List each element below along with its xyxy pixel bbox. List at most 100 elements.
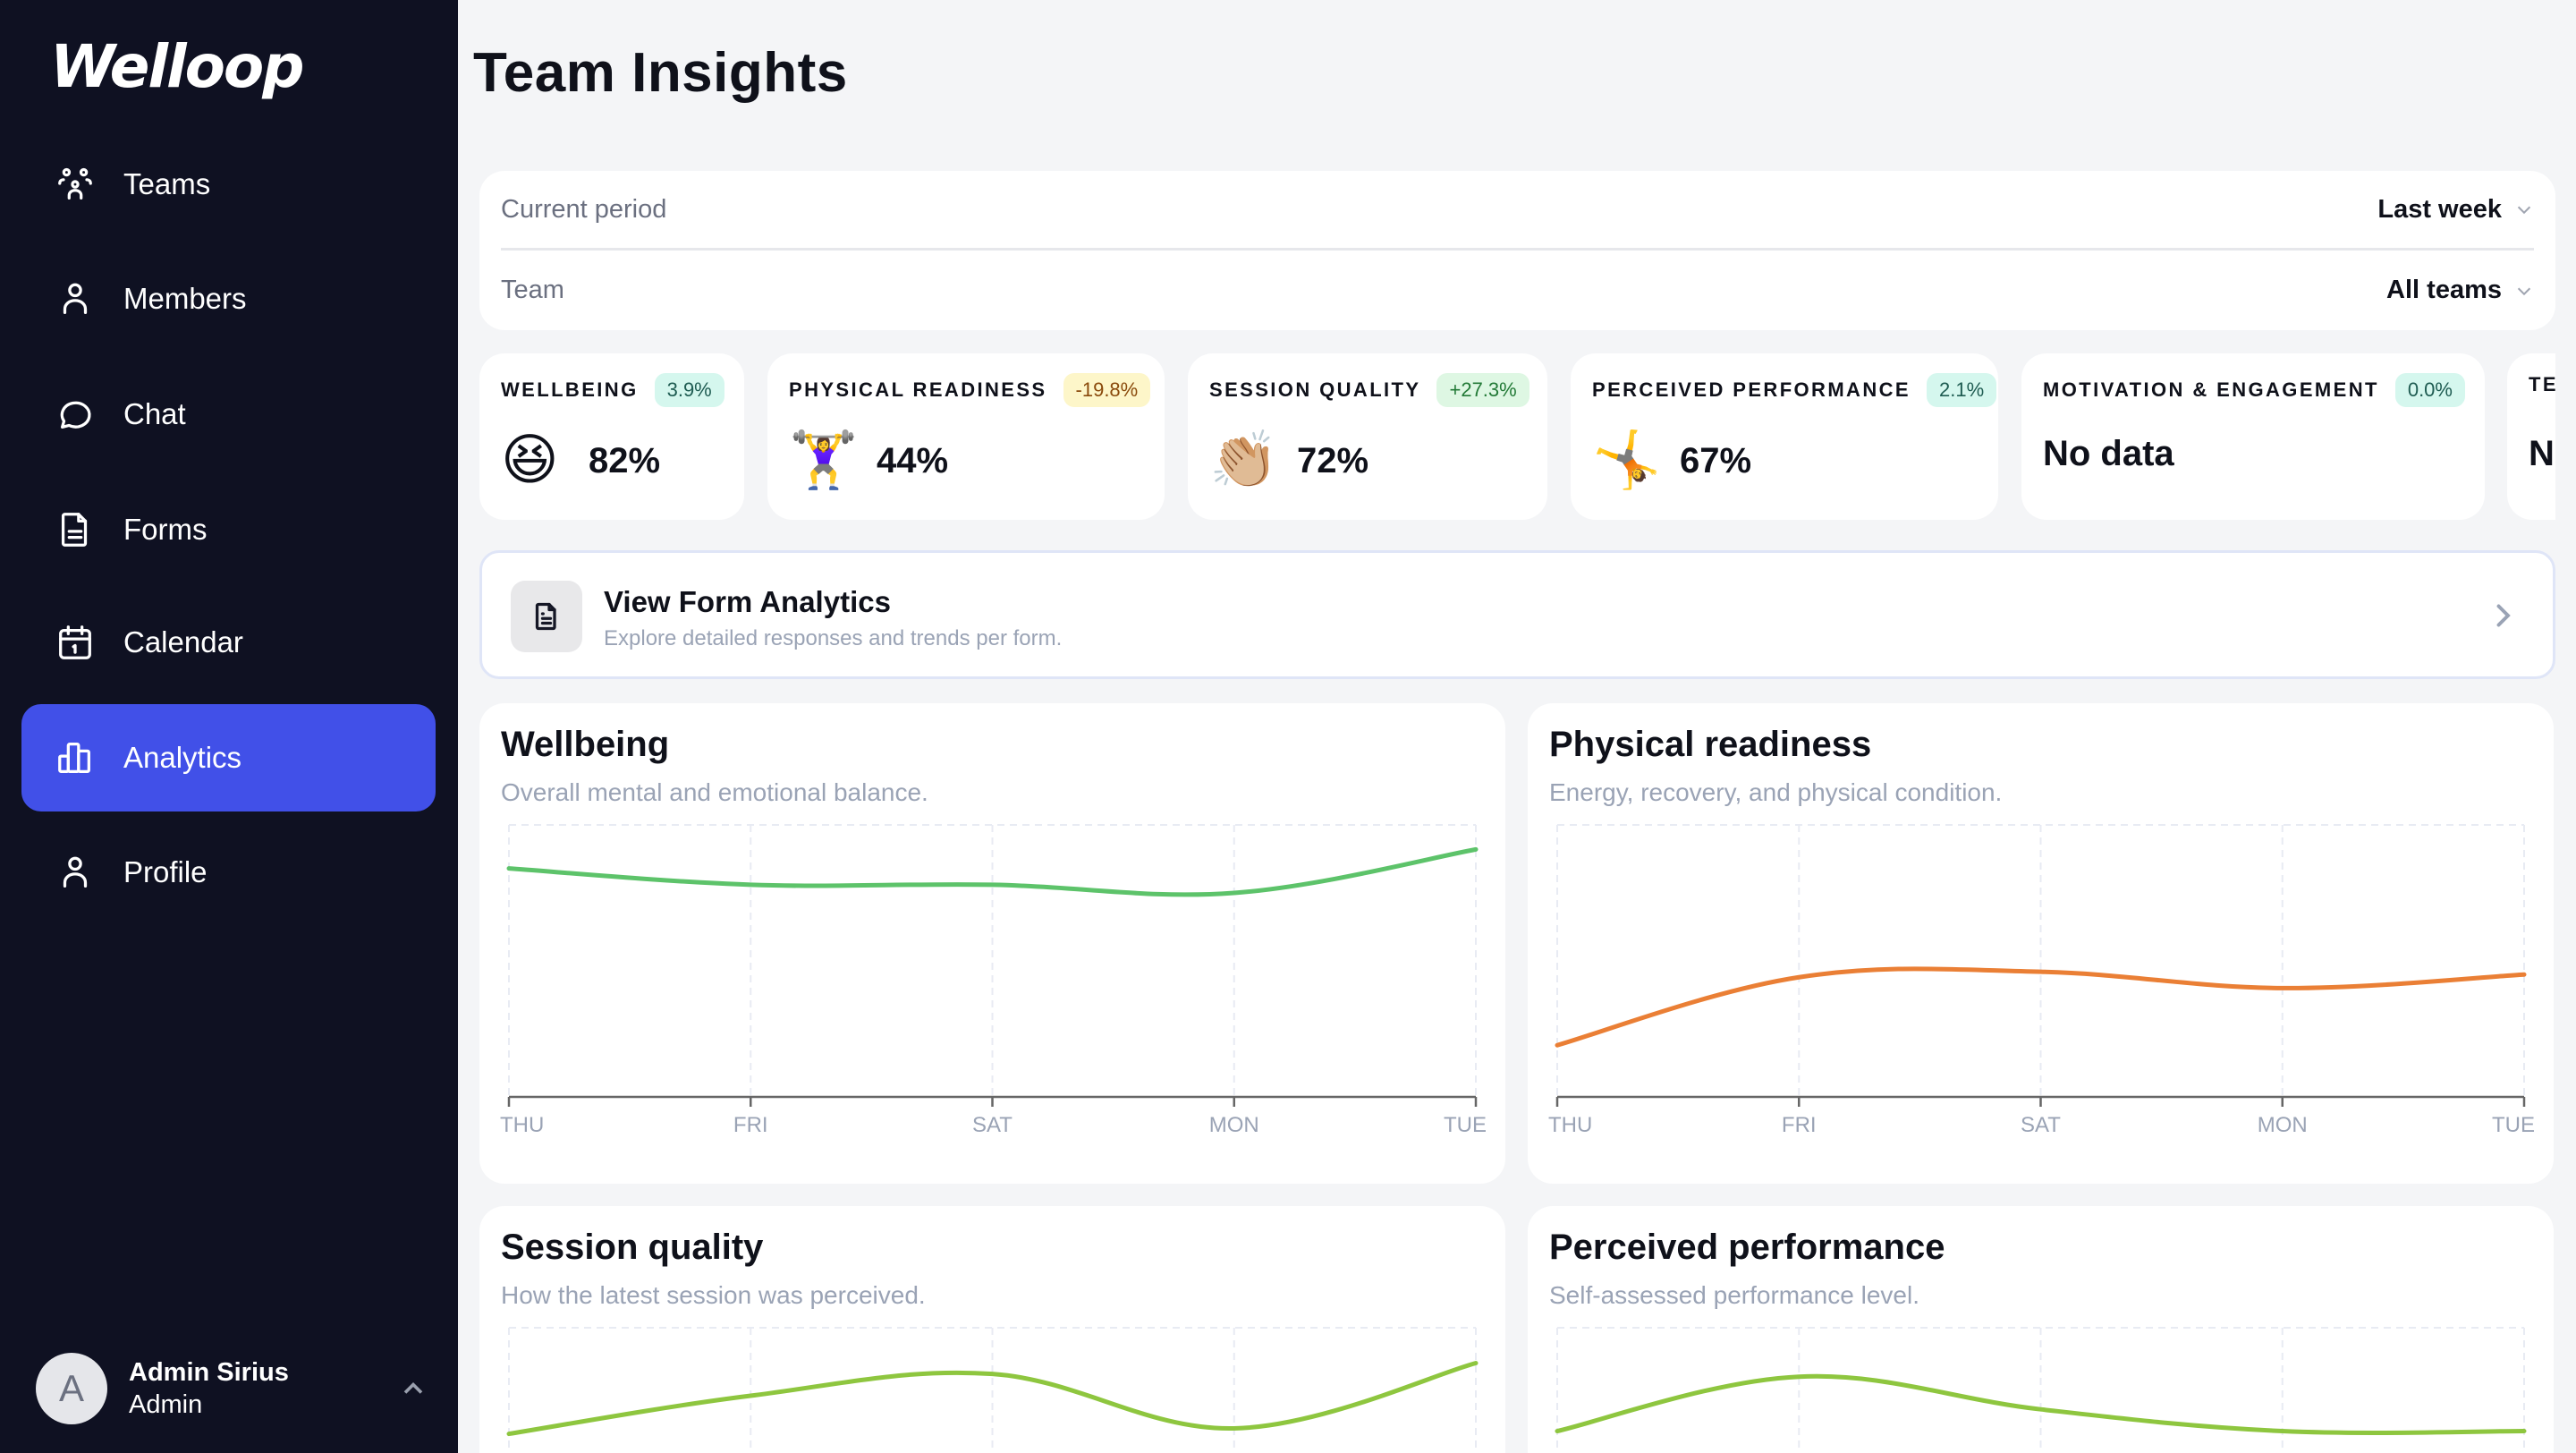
x-tick-label: FRI (733, 1113, 768, 1137)
x-tick-label: SAT (972, 1113, 1013, 1137)
kpi-card-session-quality[interactable]: SESSION QUALITY +27.3% 👏🏼 72% (1188, 353, 1547, 520)
view-form-analytics-link[interactable]: View Form Analytics Explore detailed res… (479, 550, 2555, 679)
kpi-value: No data (2043, 434, 2174, 473)
kpi-title: SESSION QUALITY (1209, 378, 1421, 401)
period-filter[interactable]: Current period Last week (501, 171, 2534, 251)
sidebar-item-label: Forms (123, 513, 208, 546)
team-filter-label: Team (501, 276, 564, 304)
period-filter-label: Current period (501, 194, 667, 224)
user-name: Admin Sirius (129, 1358, 289, 1387)
x-tick-label: THU (1548, 1113, 1592, 1137)
wellbeing-line-chart: THU FRI SAT MON TUE (500, 824, 1487, 1137)
kpi-change-badge: -19.8% (1063, 373, 1151, 407)
kpi-title: TE (2529, 373, 2555, 395)
x-tick-label: FRI (1782, 1113, 1817, 1137)
form-analytics-subtitle: Explore detailed responses and trends pe… (604, 626, 1063, 650)
chart-title: Wellbeing (501, 725, 670, 764)
sidebar-item-label: Profile (123, 855, 208, 888)
chart-card-physical-readiness: Physical readiness Energy, recovery, and… (1528, 703, 2554, 1184)
sidebar-item-label: Calendar (123, 625, 243, 659)
bar-chart-icon (54, 736, 97, 779)
kpi-change-badge: +27.3% (1436, 373, 1530, 407)
sidebar-item-calendar[interactable]: Calendar (21, 589, 436, 696)
kpi-title: PHYSICAL READINESS (789, 378, 1047, 401)
chat-bubble-icon (54, 393, 97, 436)
user-menu[interactable]: A Admin Sirius Admin (36, 1353, 429, 1424)
welloop-logo[interactable]: Welloop (50, 32, 305, 101)
team-select[interactable]: All teams (2386, 276, 2534, 305)
x-tick-label: MON (1209, 1113, 1259, 1137)
period-select[interactable]: Last week (2377, 195, 2534, 225)
chart-title: Physical readiness (1549, 725, 1872, 764)
form-analytics-title: View Form Analytics (604, 585, 891, 618)
x-tick-label: SAT (2021, 1113, 2061, 1137)
chevron-right-icon (2487, 599, 2519, 632)
chevron-down-icon (2517, 287, 2531, 295)
calendar-icon (54, 621, 97, 664)
kpi-value: 82% (589, 440, 661, 480)
chart-title: Session quality (501, 1228, 764, 1267)
x-tick-label: THU (500, 1113, 544, 1137)
team-select-value: All teams (2386, 276, 2502, 304)
kpi-card-motivation-engagement[interactable]: MOTIVATION & ENGAGEMENT 0.0% No data (2021, 353, 2485, 520)
period-select-value: Last week (2377, 194, 2502, 224)
team-filter[interactable]: Team All teams (501, 251, 2534, 330)
chart-subtitle: How the latest session was perceived. (501, 1281, 926, 1309)
document-icon (54, 508, 97, 551)
user-role: Admin (129, 1390, 203, 1419)
sidebar-item-chat[interactable]: Chat (21, 361, 436, 468)
kpi-change-badge: 2.1% (1927, 373, 1997, 407)
sidebar-item-forms[interactable]: Forms (21, 476, 436, 583)
x-tick-label: MON (2258, 1113, 2308, 1137)
physical-readiness-line-chart: THU FRI SAT MON TUE (1548, 824, 2535, 1137)
sidebar-item-label: Analytics (123, 741, 242, 774)
chart-subtitle: Self-assessed performance level. (1549, 1281, 1919, 1309)
kpi-card-truncated[interactable]: TE N (2507, 353, 2555, 520)
weightlifter-icon: 🏋️‍♀️ (789, 429, 859, 491)
chart-subtitle: Overall mental and emotional balance. (501, 778, 928, 806)
chart-card-session-quality: Session quality How the latest session w… (479, 1206, 1505, 1453)
sidebar-item-members[interactable]: Members (21, 245, 436, 353)
chart-title: Perceived performance (1549, 1228, 1945, 1267)
kpi-change-badge: 3.9% (654, 373, 724, 407)
cartwheel-icon: 🤸 (1592, 429, 1662, 491)
kpi-card-perceived-performance[interactable]: PERCEIVED PERFORMANCE 2.1% 🤸 67% (1571, 353, 1998, 520)
kpi-value: 72% (1297, 440, 1369, 480)
teams-icon (54, 163, 97, 206)
grinning-face-icon: 😆 (501, 429, 559, 491)
sidebar-item-label: Members (123, 282, 247, 315)
form-icon-box (511, 581, 582, 652)
sidebar-item-label: Teams (123, 167, 211, 200)
chevron-down-icon (2517, 206, 2531, 215)
clapping-hands-icon: 👏🏼 (1209, 429, 1279, 491)
user-icon (54, 851, 97, 894)
kpi-value: 67% (1680, 440, 1752, 480)
kpi-title: WELLBEING (501, 378, 639, 401)
kpi-change-badge: 0.0% (2394, 373, 2465, 407)
x-tick-label: TUE (2492, 1113, 2535, 1137)
document-icon (535, 602, 556, 631)
sidebar: Welloop Teams Members Chat Forms Calenda… (0, 0, 458, 1453)
sidebar-item-profile[interactable]: Profile (21, 819, 436, 926)
kpi-card-physical-readiness[interactable]: PHYSICAL READINESS -19.8% 🏋️‍♀️ 44% (767, 353, 1165, 520)
filters-card: Current period Last week Team All teams (479, 171, 2555, 330)
kpi-value: N (2529, 434, 2555, 473)
chart-card-wellbeing: Wellbeing Overall mental and emotional b… (479, 703, 1505, 1184)
chart-card-perceived-performance: Perceived performance Self-assessed perf… (1528, 1206, 2554, 1453)
kpi-title: MOTIVATION & ENGAGEMENT (2043, 378, 2379, 401)
chevron-up-icon[interactable] (397, 1372, 429, 1405)
kpi-title: PERCEIVED PERFORMANCE (1592, 378, 1911, 401)
sidebar-item-teams[interactable]: Teams (21, 131, 436, 238)
sidebar-item-analytics[interactable]: Analytics (21, 704, 436, 811)
user-icon (54, 277, 97, 320)
x-tick-label: TUE (1444, 1113, 1487, 1137)
page-title: Team Insights (473, 42, 848, 104)
kpi-card-wellbeing[interactable]: WELLBEING 3.9% 😆 82% (479, 353, 744, 520)
sidebar-item-label: Chat (123, 397, 186, 430)
series-line (506, 1361, 1479, 1437)
kpi-value: 44% (877, 440, 949, 480)
chart-subtitle: Energy, recovery, and physical condition… (1549, 778, 2003, 806)
avatar: A (36, 1353, 107, 1424)
